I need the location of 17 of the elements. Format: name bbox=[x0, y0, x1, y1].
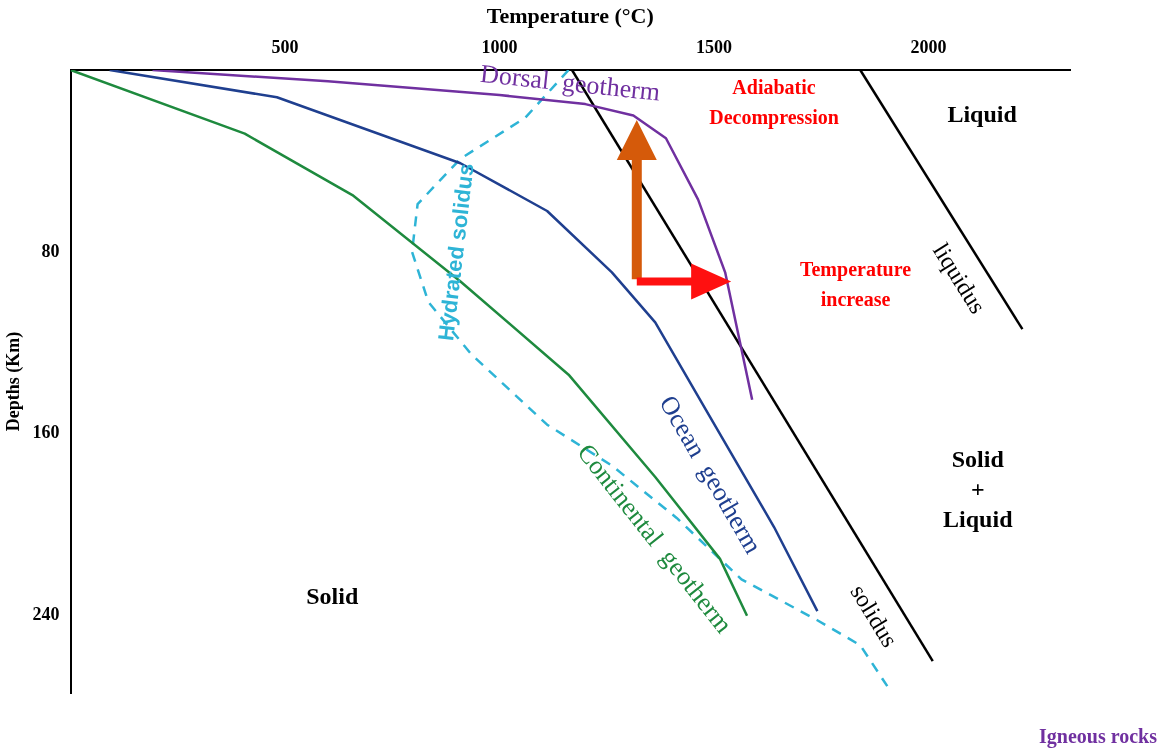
x-tick-label: 2000 bbox=[910, 36, 947, 57]
y-tick-label: 240 bbox=[32, 604, 60, 625]
annotation: Solid bbox=[306, 582, 359, 609]
x-tick-label: 1500 bbox=[695, 36, 732, 57]
text: Dorsal geotherm bbox=[478, 58, 662, 107]
annotation: Solid + Liquid bbox=[943, 445, 1014, 532]
y-tick-label: 80 bbox=[41, 240, 60, 261]
x-tick-label: 500 bbox=[271, 36, 299, 57]
annotation: Temperature increase bbox=[799, 258, 912, 311]
annotation: Adiabatic Decompression bbox=[709, 76, 839, 130]
x-axis-title: Temperature (°C) bbox=[486, 2, 654, 28]
y-tick-label: 160 bbox=[32, 422, 60, 443]
x-tick-label: 1000 bbox=[481, 36, 518, 57]
y-axis-title: Depths (Km) bbox=[3, 331, 25, 432]
text: Igneous rocks bbox=[1039, 725, 1157, 748]
text: Hydrated solidus bbox=[433, 162, 479, 343]
annotation: Liquid bbox=[947, 100, 1018, 127]
